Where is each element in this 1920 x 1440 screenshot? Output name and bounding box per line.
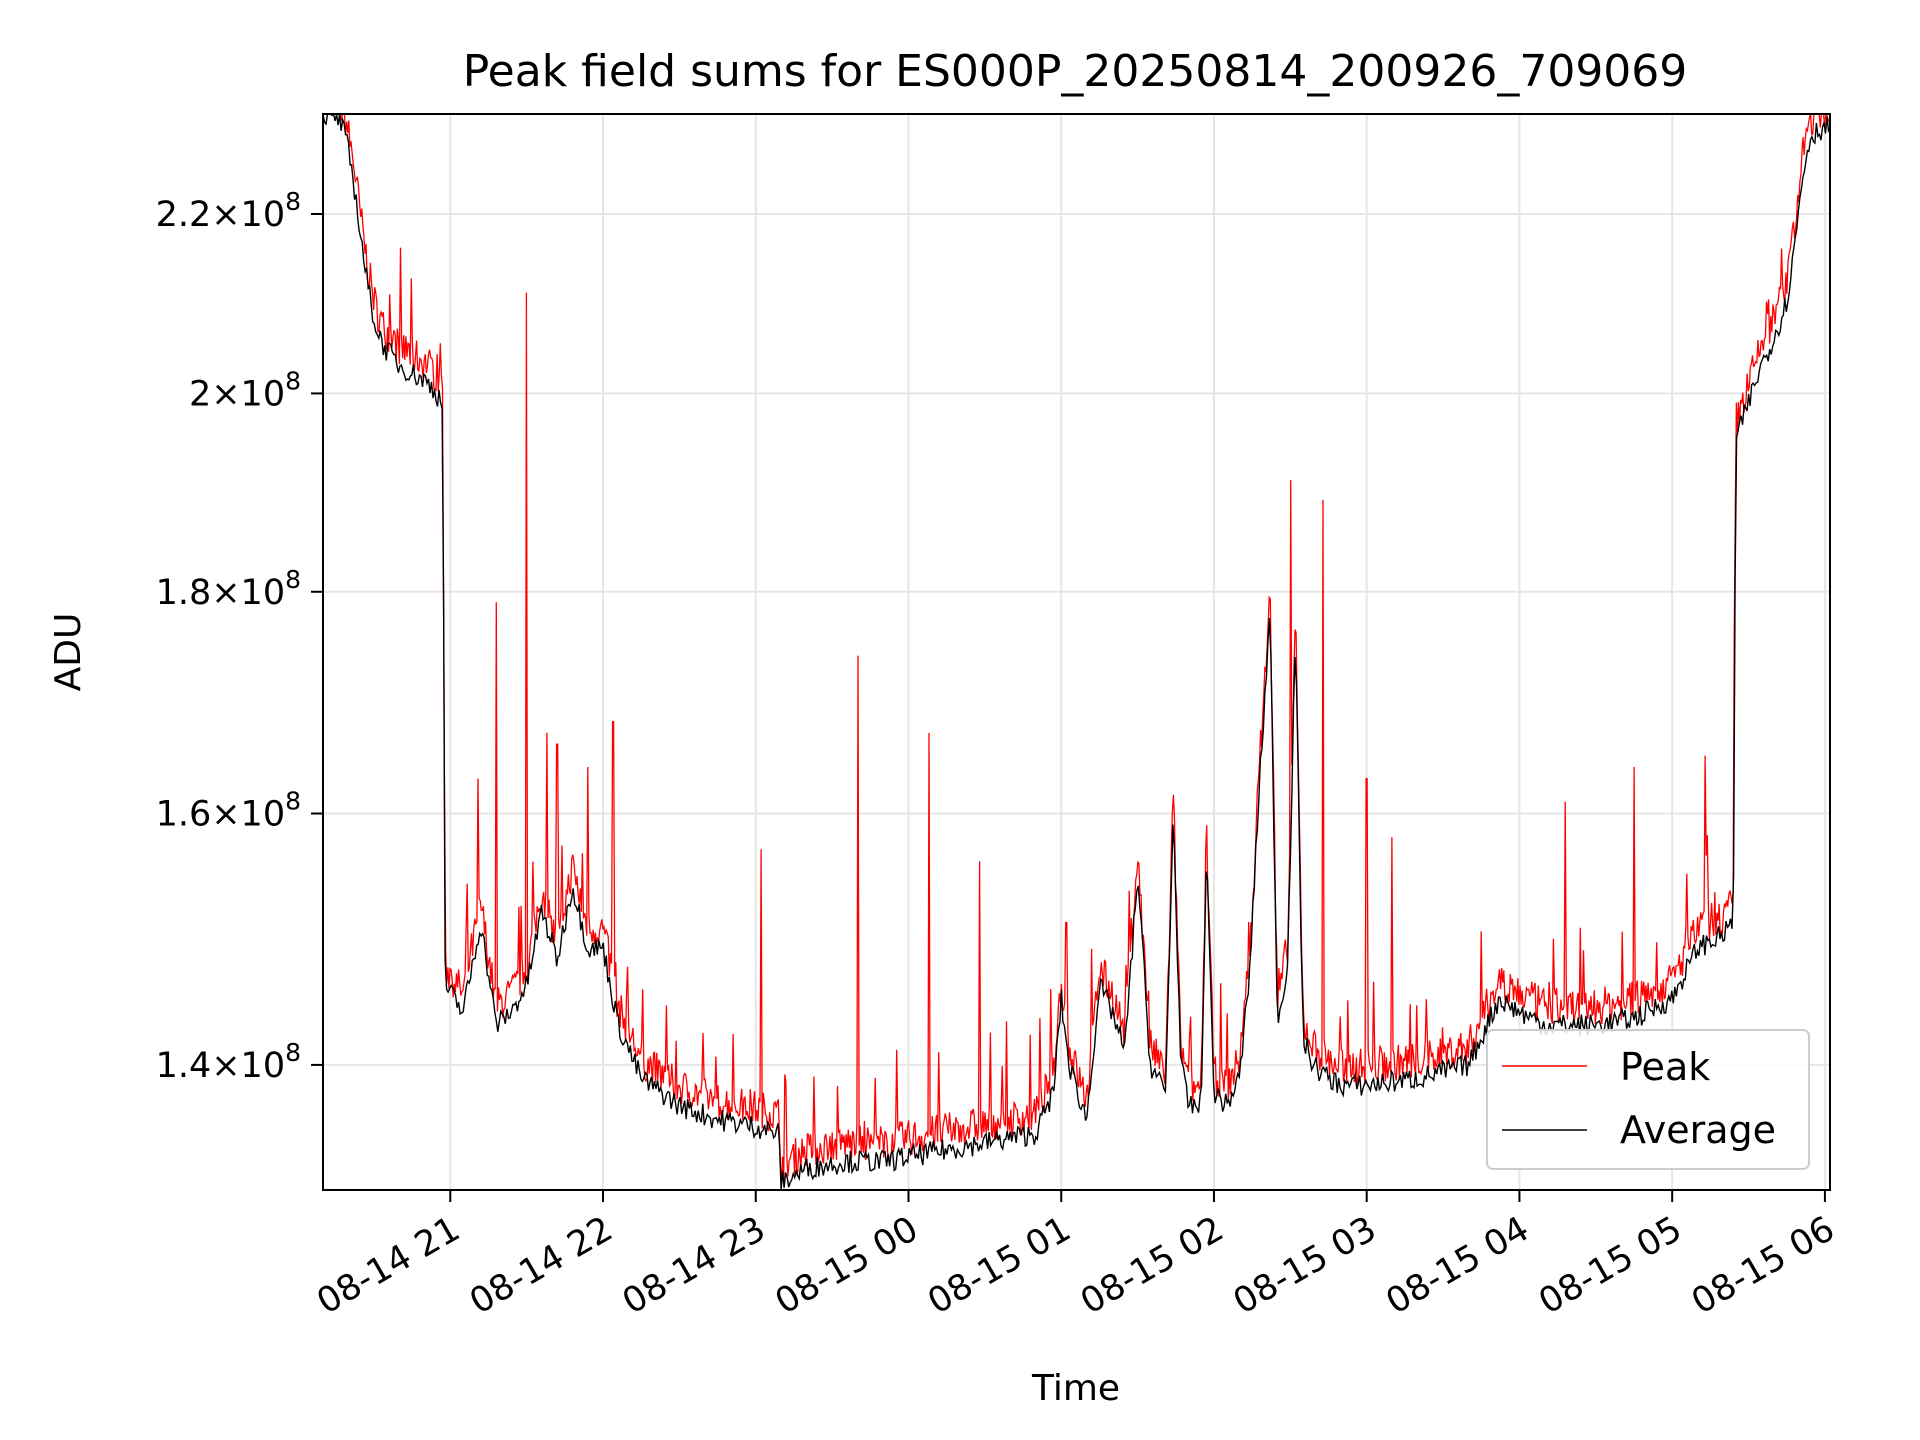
legend-label-peak: Peak xyxy=(1620,1045,1710,1089)
grid xyxy=(323,114,1830,1190)
y-tick-label: 1.4×108 xyxy=(156,1038,301,1086)
series-line-average xyxy=(322,112,1831,1191)
chart-title: Peak field sums for ES000P_20250814_2009… xyxy=(463,46,1688,97)
x-axis-label: Time xyxy=(1031,1368,1120,1409)
y-tick-label: 1.8×108 xyxy=(156,565,301,613)
axes-frame xyxy=(322,113,1831,1191)
legend: Peak Average xyxy=(1486,1029,1810,1170)
y-axis-label: ADU xyxy=(48,613,89,692)
legend-label-average: Average xyxy=(1620,1108,1776,1152)
y-tick-label: 2.2×108 xyxy=(156,187,301,235)
plot-area xyxy=(322,112,1831,1191)
y-axis: 1.4×108 1.6×108 1.8×108 2×108 2.2×108 xyxy=(156,187,323,1086)
y-tick-label: 2×108 xyxy=(189,366,301,414)
legend-box xyxy=(1486,1029,1810,1170)
y-tick-label: 1.6×108 xyxy=(156,787,301,835)
series-line-peak xyxy=(323,113,1831,1182)
